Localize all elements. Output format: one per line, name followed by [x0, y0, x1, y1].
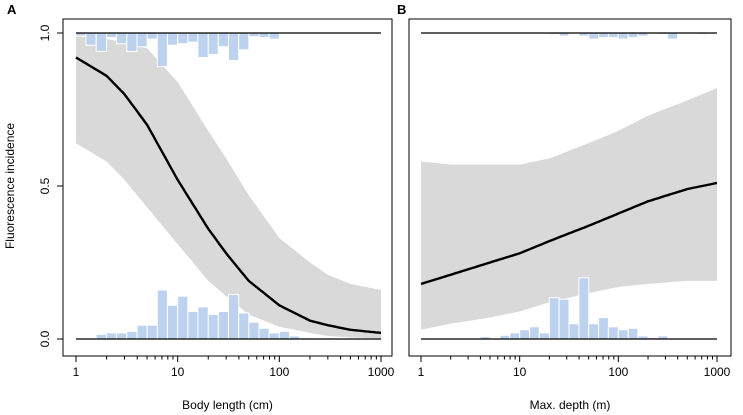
- x-tick-label: 10: [513, 365, 527, 379]
- hist-absent-bar: [217, 311, 230, 340]
- hist-absent-bar: [529, 326, 540, 340]
- hist-present-bar: [126, 32, 138, 52]
- hist-present-bar: [197, 32, 209, 58]
- x-tick-label: 100: [269, 365, 289, 379]
- hist-present-bar: [238, 32, 250, 51]
- fitted-curve: [420, 181, 718, 286]
- panel-label: A: [7, 2, 17, 17]
- hist-present-bar: [607, 32, 619, 39]
- hist-absent-bar: [238, 312, 250, 340]
- x-tick-label: 1000: [368, 365, 395, 379]
- panel-a: 1 10 100 1000 Body length (cm) A 0.0 0.5 1.0: [7, 2, 395, 412]
- x-tick-label: 1: [73, 365, 80, 379]
- confidence-band: [76, 36, 381, 339]
- hist-absent-bar: [156, 289, 168, 340]
- x-axis-label: Body length (cm): [182, 398, 273, 412]
- hist-absent-bar: [228, 294, 240, 340]
- hist-absent-bar: [106, 332, 118, 340]
- hist-absent-bar: [116, 332, 128, 340]
- x-tick-label: 100: [608, 365, 628, 379]
- hist-present-bar: [667, 32, 678, 40]
- hist-absent-bar: [568, 323, 580, 340]
- y-tick-label: 0.5: [38, 177, 52, 194]
- hist-absent-bar: [177, 295, 189, 340]
- hist-present-bar: [177, 32, 189, 45]
- hist-present-bar: [167, 32, 179, 46]
- hist-present-bar: [258, 32, 270, 39]
- hist-present-bar: [187, 32, 199, 43]
- confidence-band: [421, 88, 717, 330]
- hist-present-bar: [156, 32, 168, 68]
- hist-absent-bar: [598, 317, 609, 340]
- x-tick-label: 1000: [704, 365, 731, 379]
- y-tick-label: 0.0: [38, 330, 52, 347]
- hist-absent-bar: [509, 332, 521, 340]
- hist-absent-bar: [268, 332, 280, 340]
- hist-present-bar: [228, 32, 240, 61]
- hist-absent-bar: [146, 324, 158, 340]
- hist-present-bar: [136, 32, 148, 48]
- hist-absent-bar: [519, 329, 531, 340]
- hist-present-bar: [207, 32, 219, 55]
- hist-absent-bar: [95, 333, 108, 340]
- hist-present-bar: [146, 32, 158, 40]
- hist-absent-bar: [136, 324, 148, 340]
- x-axis-label: Max. depth (m): [530, 398, 611, 412]
- hist-absent-bar: [627, 327, 639, 340]
- hist-absent-bar: [607, 326, 619, 340]
- hist-absent-bar: [617, 329, 629, 340]
- hist-absent-bar: [578, 277, 590, 340]
- hist-absent-bar: [126, 330, 138, 340]
- y-tick-label: 1.0: [38, 24, 52, 41]
- hist-absent-bar: [548, 297, 560, 340]
- hist-absent-bar: [248, 321, 260, 340]
- plot-frame: [62, 18, 393, 357]
- hist-present-bar: [627, 32, 639, 39]
- hist-present-bar: [617, 32, 629, 40]
- hist-absent-bar: [187, 311, 199, 340]
- fitted-curve: [75, 56, 382, 335]
- x-tick-label: 10: [171, 365, 185, 379]
- panel-b: 1 10 100 1000 Max. depth (m) B: [397, 2, 732, 412]
- hist-present-bar: [588, 32, 600, 40]
- y-axis-label: Fluorescence incidence: [3, 123, 17, 249]
- hist-absent-bar: [538, 332, 550, 340]
- hist-present-bar: [217, 32, 230, 48]
- hist-present-bar: [116, 32, 128, 45]
- x-tick-label: 1: [418, 365, 425, 379]
- hist-absent-bar: [167, 304, 179, 340]
- hist-present-bar: [85, 32, 97, 46]
- hist-absent-bar: [258, 327, 270, 340]
- hist-present-bar: [598, 32, 609, 39]
- hist-absent-bar: [197, 306, 209, 340]
- hist-absent-bar: [588, 323, 600, 340]
- plot-frame: [408, 18, 732, 357]
- panel-label: B: [397, 2, 406, 17]
- hist-present-bar: [268, 32, 280, 40]
- hist-absent-bar: [278, 330, 290, 340]
- hist-present-bar: [106, 32, 118, 39]
- hist-absent-bar: [207, 314, 219, 340]
- hist-present-bar: [95, 32, 108, 52]
- hist-absent-bar: [558, 298, 570, 340]
